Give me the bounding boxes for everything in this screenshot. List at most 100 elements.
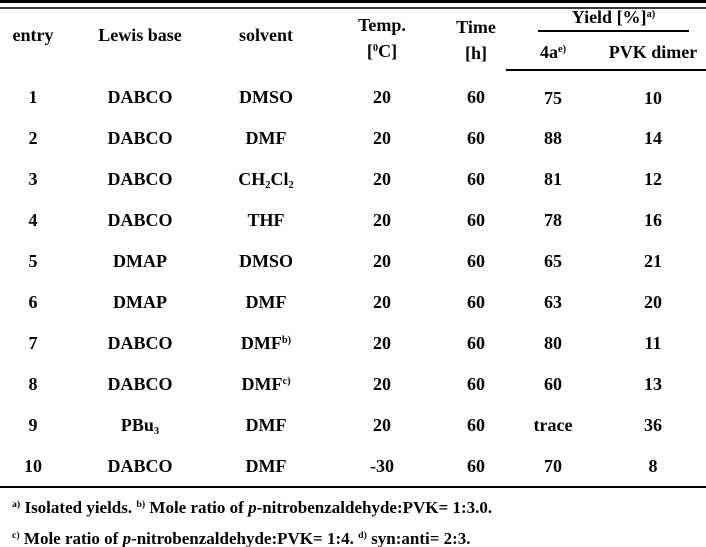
- lewis-base-cell: DABCO: [107, 87, 173, 108]
- lewis-base-cell: DABCO: [66, 446, 214, 488]
- table-row: 8 DABCO DMFc) 20 60 60 13: [0, 364, 706, 405]
- footnotes: a) Isolated yields. b) Mole ratio of p-n…: [12, 494, 698, 547]
- lewis-base-cell: DABCO: [107, 128, 173, 149]
- solvent-cell: DMF: [245, 292, 287, 313]
- table-row: 4 DABCO THF 20 60 78 16: [0, 200, 706, 241]
- header-temp-unit: [0C]: [366, 41, 398, 61]
- header-yield-4a: 4ae): [506, 36, 600, 71]
- time-cell: 60: [467, 374, 485, 395]
- top-rule-inner: [0, 7, 706, 9]
- temp-cell: 20: [373, 87, 391, 108]
- solvent-cell: DMF: [245, 415, 287, 436]
- results-table: entry Lewis base solvent Temp. [0C] Time…: [0, 0, 706, 488]
- entry-cell: 3: [28, 169, 38, 190]
- entry-cell: 7: [28, 333, 38, 354]
- header-solvent: solvent: [239, 24, 293, 45]
- table-row: 3 DABCO CH2Cl2 20 60 81 12: [0, 159, 706, 200]
- header-temp-line1: Temp.: [358, 15, 406, 35]
- temp-cell: 20: [373, 169, 391, 190]
- entry-cell: 4: [28, 210, 38, 231]
- solvent-cell: DMFb): [240, 333, 292, 354]
- entry-cell: 10: [0, 446, 66, 488]
- lewis-base-cell: DABCO: [107, 169, 173, 190]
- pvk-dimer-cell: 10: [644, 87, 662, 108]
- temp-cell: 20: [373, 415, 391, 436]
- header-yield-pvk-dimer: PVK dimer: [600, 36, 706, 71]
- time-cell: 60: [467, 251, 485, 272]
- time-cell: 60: [467, 292, 485, 313]
- solvent-cell: DMF: [245, 128, 287, 149]
- table-row: 10 DABCO DMF -30 60 70 8: [0, 446, 706, 488]
- time-cell: 60: [467, 128, 485, 149]
- temp-cell: 20: [373, 128, 391, 149]
- pvk-dimer-cell: 13: [644, 374, 662, 395]
- pvk-dimer-cell: 16: [644, 210, 662, 231]
- lewis-base-cell: DABCO: [107, 374, 173, 395]
- header-entry: entry: [12, 24, 54, 45]
- yield-4a-cell: 88: [544, 128, 562, 149]
- pvk-dimer-cell: 21: [644, 251, 662, 272]
- yield-4a-cell: 80: [544, 333, 562, 354]
- footnote-line-2: c) Mole ratio of p-nitrobenzaldehyde:PVK…: [12, 529, 471, 547]
- footnote-line-1: a) Isolated yields. b) Mole ratio of p-n…: [12, 498, 493, 517]
- pvk-dimer-cell: 20: [644, 292, 662, 313]
- table-row: 9 PBu3 DMF 20 60 trace 36: [0, 405, 706, 446]
- time-cell: 60: [467, 169, 485, 190]
- pvk-dimer-cell: 14: [644, 128, 662, 149]
- temp-cell: 20: [373, 292, 391, 313]
- pvk-dimer-cell: 36: [644, 415, 662, 436]
- table-row: 2 DABCO DMF 20 60 88 14: [0, 118, 706, 159]
- time-cell: 60: [467, 333, 485, 354]
- top-rule-outer: [0, 0, 706, 3]
- lewis-base-cell: DABCO: [107, 333, 173, 354]
- yield-4a-cell: 75: [544, 87, 562, 108]
- entry-cell: 5: [28, 251, 38, 272]
- table-body: 1 DABCO DMSO 20 60 75 10 2 DABCO DMF 20 …: [0, 70, 706, 488]
- temp-cell: 20: [373, 251, 391, 272]
- table-row: 1 DABCO DMSO 20 60 75 10: [0, 70, 706, 118]
- entry-cell: 2: [28, 128, 38, 149]
- header-time: Time [h]: [446, 0, 506, 70]
- yield-4a-cell: 60: [544, 374, 562, 395]
- temp-cell: 20: [373, 374, 391, 395]
- solvent-cell: DMF: [214, 446, 318, 488]
- solvent-cell: DMFc): [241, 374, 291, 395]
- header-time-line1: Time: [456, 17, 496, 37]
- time-cell: 60: [446, 446, 506, 488]
- entry-cell: 8: [28, 374, 38, 395]
- pvk-dimer-cell: 11: [644, 333, 662, 354]
- time-cell: 60: [467, 415, 485, 436]
- yield-4a-cell: trace: [533, 415, 573, 436]
- header-lewis-base: Lewis base: [98, 24, 182, 45]
- temp-cell: -30: [318, 446, 446, 488]
- table-row: 5 DMAP DMSO 20 60 65 21: [0, 241, 706, 282]
- pvk-dimer-cell: 12: [644, 169, 662, 190]
- solvent-cell: DMSO: [239, 251, 293, 272]
- header-time-unit: [h]: [465, 43, 487, 63]
- time-cell: 60: [467, 87, 485, 108]
- temp-cell: 20: [373, 210, 391, 231]
- pvk-dimer-cell: 8: [600, 446, 706, 488]
- solvent-cell: CH2Cl2: [238, 169, 294, 192]
- yield-4a-cell: 63: [544, 292, 562, 313]
- solvent-cell: DMSO: [239, 87, 293, 108]
- lewis-base-cell: DMAP: [113, 251, 167, 272]
- entry-cell: 9: [28, 415, 38, 436]
- yield-group-underline: Yield [%]a): [538, 0, 689, 32]
- table-row: 6 DMAP DMF 20 60 63 20: [0, 282, 706, 323]
- lewis-base-cell: PBu3: [120, 415, 160, 438]
- header-yield-label: Yield [%]a): [571, 7, 656, 27]
- entry-cell: 1: [28, 87, 38, 108]
- lewis-base-cell: DABCO: [107, 210, 173, 231]
- table-header: entry Lewis base solvent Temp. [0C] Time…: [0, 0, 706, 71]
- header-yield-group: Yield [%]a): [506, 0, 706, 36]
- solvent-cell: THF: [247, 210, 285, 231]
- lewis-base-cell: DMAP: [113, 292, 167, 313]
- header-temp: Temp. [0C]: [318, 0, 446, 70]
- yield-4a-cell: 81: [544, 169, 562, 190]
- table-row: 7 DABCO DMFb) 20 60 80 11: [0, 323, 706, 364]
- yield-4a-cell: 78: [544, 210, 562, 231]
- entry-cell: 6: [28, 292, 38, 313]
- time-cell: 60: [467, 210, 485, 231]
